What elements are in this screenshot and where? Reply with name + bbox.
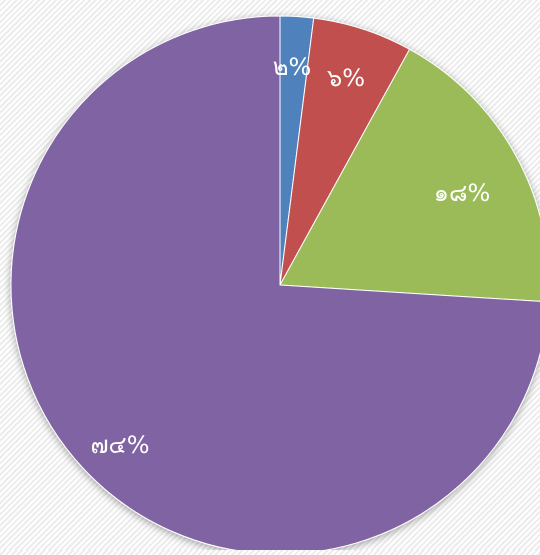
pie-labels: ๒% ๖% ๑๘% ๗๔% xyxy=(90,53,490,459)
pie-slice-3 xyxy=(279,48,540,302)
pie-slice-label-2: ๖% xyxy=(327,64,365,92)
pie-slice-4 xyxy=(10,15,540,555)
pie-slice-label-1: ๒% xyxy=(273,53,312,81)
pie-slice-label-3: ๑๘% xyxy=(434,179,491,207)
pie-slices xyxy=(10,15,540,555)
pie-slice-label-4: ๗๔% xyxy=(90,431,149,459)
